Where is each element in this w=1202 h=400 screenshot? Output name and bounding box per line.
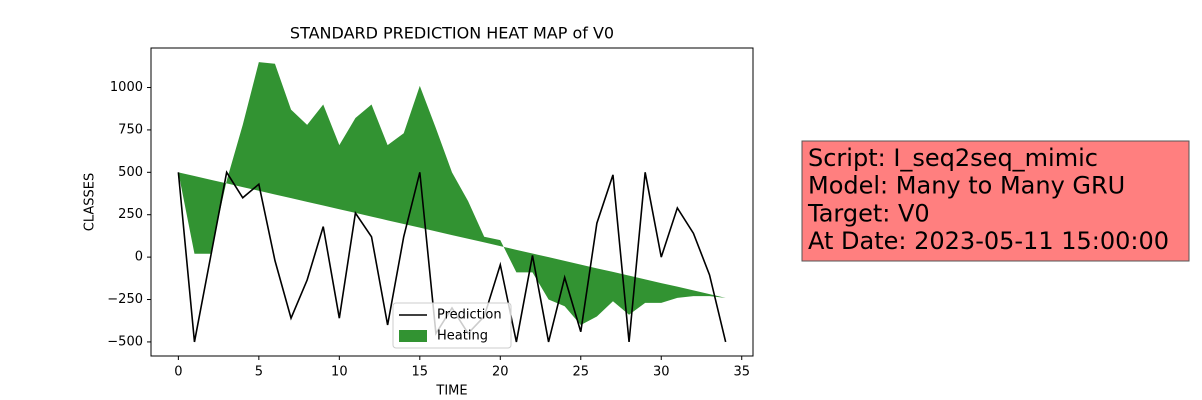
y-tick-label: 1000 (110, 80, 143, 95)
plot-frame (150, 47, 754, 357)
x-tick-label: 15 (412, 365, 429, 380)
annotation-text: At Date: 2023-05-11 15:00:00 (808, 227, 1169, 255)
x-tick-label: 10 (331, 365, 348, 380)
legend-label: Heating (437, 329, 488, 344)
y-tick-label: −500 (107, 334, 143, 349)
y-tick-label: 250 (118, 207, 143, 222)
y-tick-label: 500 (118, 165, 143, 180)
x-tick-label: 0 (174, 365, 182, 380)
x-tick-label: 30 (653, 365, 670, 380)
annotation-text: Target: V0 (807, 199, 930, 227)
y-axis-label: CLASSES (83, 173, 98, 231)
annotation-box (801, 140, 1190, 262)
x-tick-label: 25 (572, 365, 589, 380)
legend-label: Prediction (437, 308, 502, 323)
x-axis-label: TIME (435, 384, 467, 399)
x-tick-label: 5 (255, 365, 263, 380)
legend-swatch (399, 330, 427, 342)
x-tick-label: 20 (492, 365, 509, 380)
annotation-text: Script: I_seq2seq_mimic (808, 144, 1098, 172)
y-tick-label: 0 (135, 250, 143, 265)
y-tick-label: 750 (118, 122, 143, 137)
chart-title: STANDARD PREDICTION HEAT MAP of V0 (290, 24, 614, 43)
heating-area (178, 62, 726, 325)
y-tick-label: −250 (107, 292, 143, 307)
x-tick-label: 35 (733, 365, 750, 380)
annotation-text: Model: Many to Many GRU (808, 172, 1125, 200)
